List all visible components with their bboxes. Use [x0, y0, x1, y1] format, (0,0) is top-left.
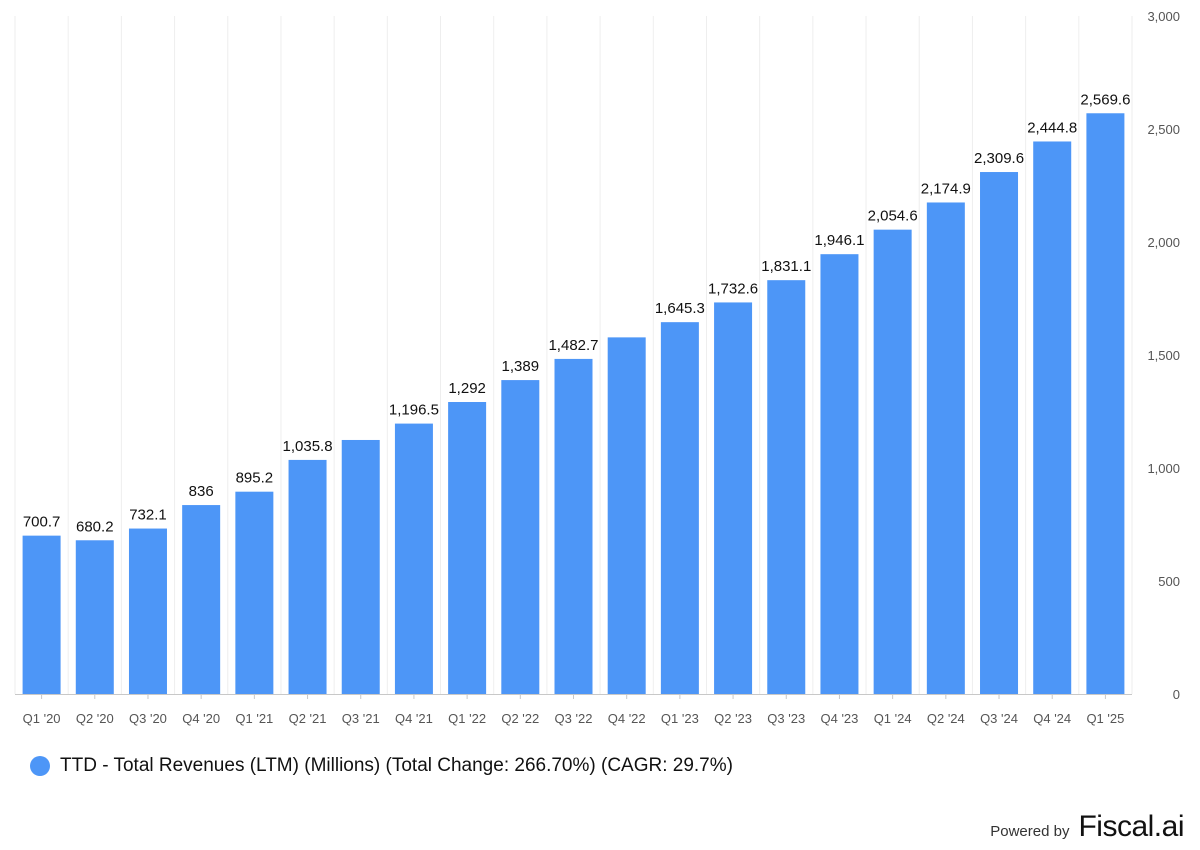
- bar: [128, 528, 167, 694]
- data-label: 1,645.3: [655, 300, 705, 317]
- bar: [182, 505, 221, 694]
- x-tick-label: Q2 '24: [927, 711, 965, 726]
- bar: [926, 202, 965, 694]
- data-label: 2,174.9: [921, 180, 971, 197]
- legend-marker: [30, 756, 50, 776]
- bar: [820, 254, 859, 694]
- x-tick-label: Q3 '22: [555, 711, 593, 726]
- data-label: 700.7: [23, 514, 61, 531]
- y-tick-label: 0: [1173, 687, 1180, 702]
- data-label: 1,482.7: [548, 337, 598, 354]
- y-tick-label: 1,500: [1147, 348, 1180, 363]
- y-tick-label: 2,500: [1147, 122, 1180, 137]
- bar: [660, 322, 699, 694]
- bar: [714, 302, 753, 694]
- data-label: 1,946.1: [814, 232, 864, 249]
- bar: [235, 491, 274, 694]
- bar: [341, 439, 380, 694]
- y-tick-label: 500: [1158, 574, 1180, 589]
- bar: [980, 172, 1019, 694]
- bar: [75, 540, 114, 694]
- bar: [554, 358, 593, 694]
- bars: [22, 113, 1125, 695]
- x-tick-label: Q2 '22: [501, 711, 539, 726]
- bar: [501, 380, 540, 694]
- x-tick-label: Q1 '21: [235, 711, 273, 726]
- data-label: 2,309.6: [974, 150, 1024, 167]
- brand-logo: Fiscal.ai: [1078, 810, 1184, 843]
- legend-label: TTD - Total Revenues (LTM) (Millions) (T…: [60, 755, 733, 776]
- x-axis: Q1 '20 Q2 '20 Q3 '20 Q4 '20 Q1 '21 Q2 '21 Q3 '…: [15, 694, 1132, 726]
- data-label: 1,831.1: [761, 258, 811, 275]
- x-tick-label: Q4 '23: [820, 711, 858, 726]
- bar: [607, 337, 646, 694]
- x-tick-label: Q3 '23: [767, 711, 805, 726]
- data-label: 2,569.6: [1080, 91, 1130, 108]
- x-tick-label: Q1 '24: [874, 711, 912, 726]
- y-axis: 0 500 1,000 1,500 2,000 2,500 3,000: [1147, 9, 1180, 702]
- powered-by[interactable]: Powered by Fiscal.ai: [990, 810, 1184, 844]
- x-tick-label: Q1 '25: [1086, 711, 1124, 726]
- x-tick-label: Q1 '22: [448, 711, 486, 726]
- data-label: 1,196.5: [389, 402, 439, 419]
- x-tick-label: Q3 '24: [980, 711, 1018, 726]
- data-label: 836: [189, 483, 214, 500]
- x-tick-label: Q1 '20: [23, 711, 61, 726]
- powered-by-label: Powered by: [990, 823, 1070, 840]
- data-label: 1,389: [502, 358, 540, 375]
- y-tick-label: 2,000: [1147, 235, 1180, 250]
- grid-lines: [14, 16, 1133, 694]
- data-label: 2,444.8: [1027, 119, 1077, 136]
- bar: [1086, 113, 1125, 695]
- x-tick-label: Q2 '23: [714, 711, 752, 726]
- bar: [22, 535, 61, 694]
- data-label: 1,035.8: [283, 438, 333, 455]
- x-tick-label: Q2 '21: [289, 711, 327, 726]
- x-tick-label: Q4 '22: [608, 711, 646, 726]
- x-tick-label: Q2 '20: [76, 711, 114, 726]
- x-tick-label: Q4 '24: [1033, 711, 1071, 726]
- bar: [767, 280, 806, 694]
- data-label: 2,054.6: [868, 208, 918, 225]
- data-label: 680.2: [76, 518, 114, 535]
- bar: [1033, 141, 1072, 694]
- bar: [288, 459, 327, 694]
- data-labels: 700.7 680.2 732.1 836 895.2 1,035.8 1,196.5 1,2…: [23, 91, 1131, 535]
- x-tick-label: Q4 '21: [395, 711, 433, 726]
- bar: [448, 402, 487, 694]
- x-tick-label: Q3 '21: [342, 711, 380, 726]
- x-tick-label: Q3 '20: [129, 711, 167, 726]
- data-label: 895.2: [236, 470, 274, 487]
- legend[interactable]: TTD - Total Revenues (LTM) (Millions) (T…: [30, 755, 733, 777]
- data-label: 1,292: [448, 380, 486, 397]
- bar: [873, 229, 912, 694]
- data-label: 732.1: [129, 507, 167, 524]
- x-tick-label: Q1 '23: [661, 711, 699, 726]
- y-tick-label: 1,000: [1147, 461, 1180, 476]
- bar: [394, 423, 433, 694]
- y-tick-label: 3,000: [1147, 9, 1180, 24]
- data-label: 1,732.6: [708, 280, 758, 297]
- x-tick-label: Q4 '20: [182, 711, 220, 726]
